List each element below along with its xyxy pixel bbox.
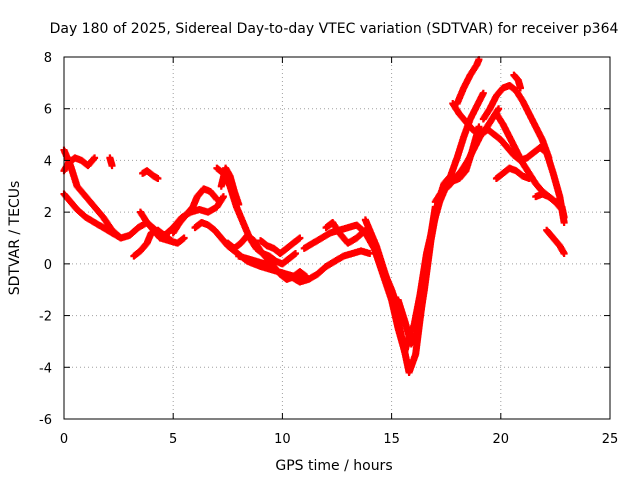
y-axis-label: SDTVAR / TECUs [7,181,23,296]
series-track-11 [217,164,243,208]
data-point [545,154,553,162]
series-track-21 [453,56,483,108]
x-tick-label: 0 [60,432,68,447]
y-tick-label: 2 [44,206,52,221]
y-tick-label: -4 [39,361,52,376]
data-point [525,175,533,183]
series-track-27 [532,190,568,221]
x-tick-label: 10 [274,432,291,447]
series-track-3 [60,190,125,242]
series-track-22 [449,100,503,139]
x-axis-label: GPS time / hours [275,458,392,474]
series-track-14 [235,247,374,286]
series-track-6 [139,167,162,183]
y-tick-label: -2 [39,310,52,325]
y-tick-label: 6 [44,103,52,118]
x-tick-label: 15 [383,432,400,447]
data-point [117,234,125,242]
series-track-28 [543,226,568,258]
data-point [560,213,568,221]
tick-labels: 0 5 10 15 20 25 -6 -4 -2 0 2 4 6 8 [39,51,618,447]
y-tick-label: -6 [39,413,52,428]
axis-ticks [63,56,611,420]
x-tick-label: 5 [169,432,177,447]
data-marks [60,56,568,376]
series-track-8 [169,185,221,237]
data-point [91,154,99,162]
x-tick-label: 20 [493,432,510,447]
series-track-13 [257,234,304,258]
data-point [495,105,503,113]
data-point [292,250,300,258]
data-point [219,193,227,201]
series-track-26 [492,164,533,183]
series-track-7 [136,208,188,247]
data-point [516,84,524,92]
data-point [479,89,487,97]
data-point [235,200,243,208]
data-point [560,250,568,258]
y-tick-label: 0 [44,258,52,273]
data-point [154,175,162,183]
series-track-15 [300,221,415,356]
y-tick-label: 8 [44,51,52,66]
x-tick-label: 25 [602,432,619,447]
data-point [296,234,304,242]
series-track-24 [510,71,524,92]
data-point [213,195,221,203]
plot-frame [63,56,611,420]
data-point [475,123,483,131]
y-tick-label: 4 [44,154,52,169]
data-point [180,234,188,242]
series-track-4 [106,154,116,170]
series-track-23 [479,81,553,162]
data-point [108,162,116,170]
chart-title: Day 180 of 2025, Sidereal Day-to-day VTE… [50,21,619,37]
series-track-19 [409,123,483,332]
